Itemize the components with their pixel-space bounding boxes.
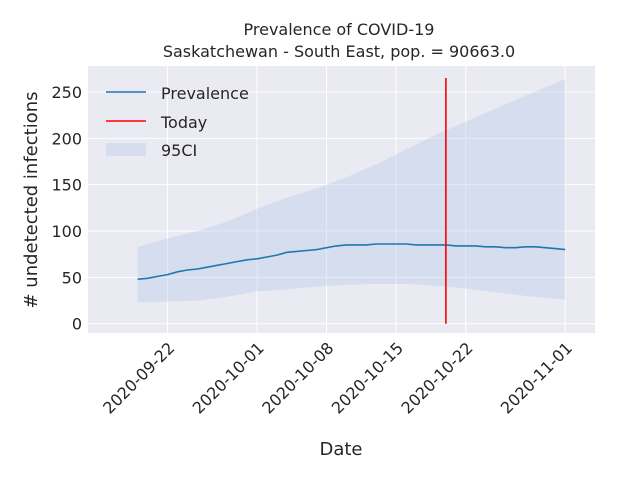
x-axis-label: Date	[319, 439, 362, 460]
y-axis-label: # undetected infections	[21, 91, 42, 308]
chart-title: Prevalence of COVID-19	[244, 20, 435, 39]
legend-today-label: Today	[160, 113, 207, 132]
legend: Prevalence Today 95CI	[106, 84, 249, 160]
legend-prevalence-label: Prevalence	[161, 84, 249, 103]
y-tick-label: 150	[51, 176, 82, 195]
x-tick-label: 2020-10-22	[397, 338, 476, 417]
chart-subtitle: Saskatchewan - South East, pop. = 90663.…	[163, 42, 515, 61]
x-tick-label: 2020-11-01	[497, 338, 576, 417]
y-tick-label: 200	[51, 129, 82, 148]
grid-lines	[88, 66, 595, 333]
x-tick-label: 2020-09-22	[99, 338, 178, 417]
plot-area	[88, 66, 595, 333]
y-tick-label: 250	[51, 83, 82, 102]
legend-ci-swatch	[106, 143, 146, 156]
legend-ci-label: 95CI	[161, 141, 197, 160]
y-tick-label: 50	[62, 268, 82, 287]
prevalence-line	[137, 243, 566, 280]
y-tick-label: 0	[72, 315, 82, 334]
y-tick-label: 100	[51, 222, 82, 241]
x-tick-labels: 2020-09-22 2020-10-012020-10-082020-10-15…	[99, 338, 576, 417]
y-tick-labels: 0 50 100 150 200 250	[51, 83, 82, 334]
x-tick-label: 2020-10-15	[328, 338, 407, 417]
x-tick-label: 2020-10-01	[189, 338, 268, 417]
x-tick-label: 2020-10-08	[258, 338, 337, 417]
